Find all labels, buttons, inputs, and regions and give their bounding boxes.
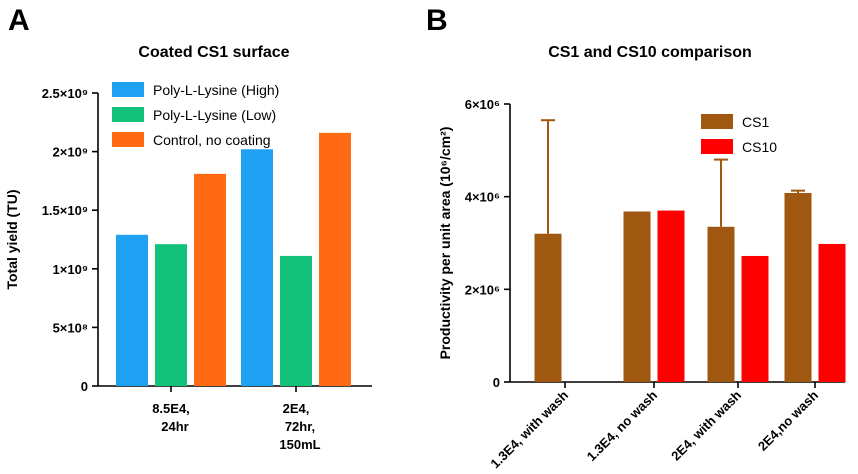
bar <box>623 211 651 382</box>
bar <box>194 173 226 386</box>
legend-swatch <box>112 132 144 147</box>
legend-label: CS1 <box>742 114 769 130</box>
legend-label: Poly-L-Lysine (Low) <box>153 107 276 123</box>
x-tick-label: 8.5E4, <box>152 401 190 416</box>
bar <box>280 255 312 386</box>
chart-coated-cs1: Coated CS1 surface Total yield (TU) 0 5×10⁸… <box>4 44 372 452</box>
legend-swatch <box>701 139 733 154</box>
x-tick-label: 150mL <box>279 437 320 452</box>
bar <box>534 233 562 382</box>
x-tick-label: 1.3E4, with wash <box>487 387 571 471</box>
y-tick-label: 1×10⁹ <box>53 262 88 277</box>
chart-cs1-cs10-comparison: CS1 and CS10 comparison Productivity per … <box>437 44 846 471</box>
x-tick-label: 1.3E4, no wash <box>584 387 661 464</box>
chart-title: Coated CS1 surface <box>138 44 289 61</box>
y-tick-label: 5×10⁸ <box>53 320 88 335</box>
bar <box>319 132 351 386</box>
legend-swatch <box>701 114 733 129</box>
y-tick-label: 0 <box>493 375 500 390</box>
panel-a-letter: A <box>8 4 30 37</box>
legend-label: CS10 <box>742 139 777 155</box>
x-tick-label: 2E4, <box>283 401 310 416</box>
x-tick-label: 2E4,no wash <box>755 387 821 453</box>
bar <box>657 210 685 382</box>
bar <box>155 244 187 386</box>
bar <box>784 192 812 382</box>
y-tick-label: 4×10⁶ <box>465 190 500 205</box>
bar <box>241 149 273 386</box>
legend-label: Control, no coating <box>153 132 271 148</box>
bar <box>741 255 769 382</box>
bar <box>116 234 148 386</box>
bar <box>818 243 846 382</box>
y-axis-label: Total yield (TU) <box>4 189 20 289</box>
x-tick-label: 2E4, with wash <box>668 387 744 463</box>
y-tick-label: 6×10⁶ <box>465 97 500 112</box>
x-tick-label: 24hr <box>161 419 188 434</box>
panel-b-letter: B <box>426 4 448 37</box>
y-axis-label: Productivity per unit area (10⁶/cm²) <box>437 127 453 360</box>
y-tick-label: 2×10⁶ <box>465 282 500 297</box>
legend-label: Poly-L-Lysine (High) <box>153 82 279 98</box>
y-tick-label: 2×10⁹ <box>53 145 88 160</box>
y-tick-label: 0 <box>81 379 88 394</box>
legend-swatch <box>112 82 144 97</box>
y-tick-label: 2.5×10⁹ <box>42 86 88 101</box>
x-tick-label: 72hr, <box>285 419 315 434</box>
bar <box>707 226 735 382</box>
legend-swatch <box>112 107 144 122</box>
chart-title: CS1 and CS10 comparison <box>548 44 752 61</box>
y-tick-label: 1.5×10⁹ <box>42 203 88 218</box>
